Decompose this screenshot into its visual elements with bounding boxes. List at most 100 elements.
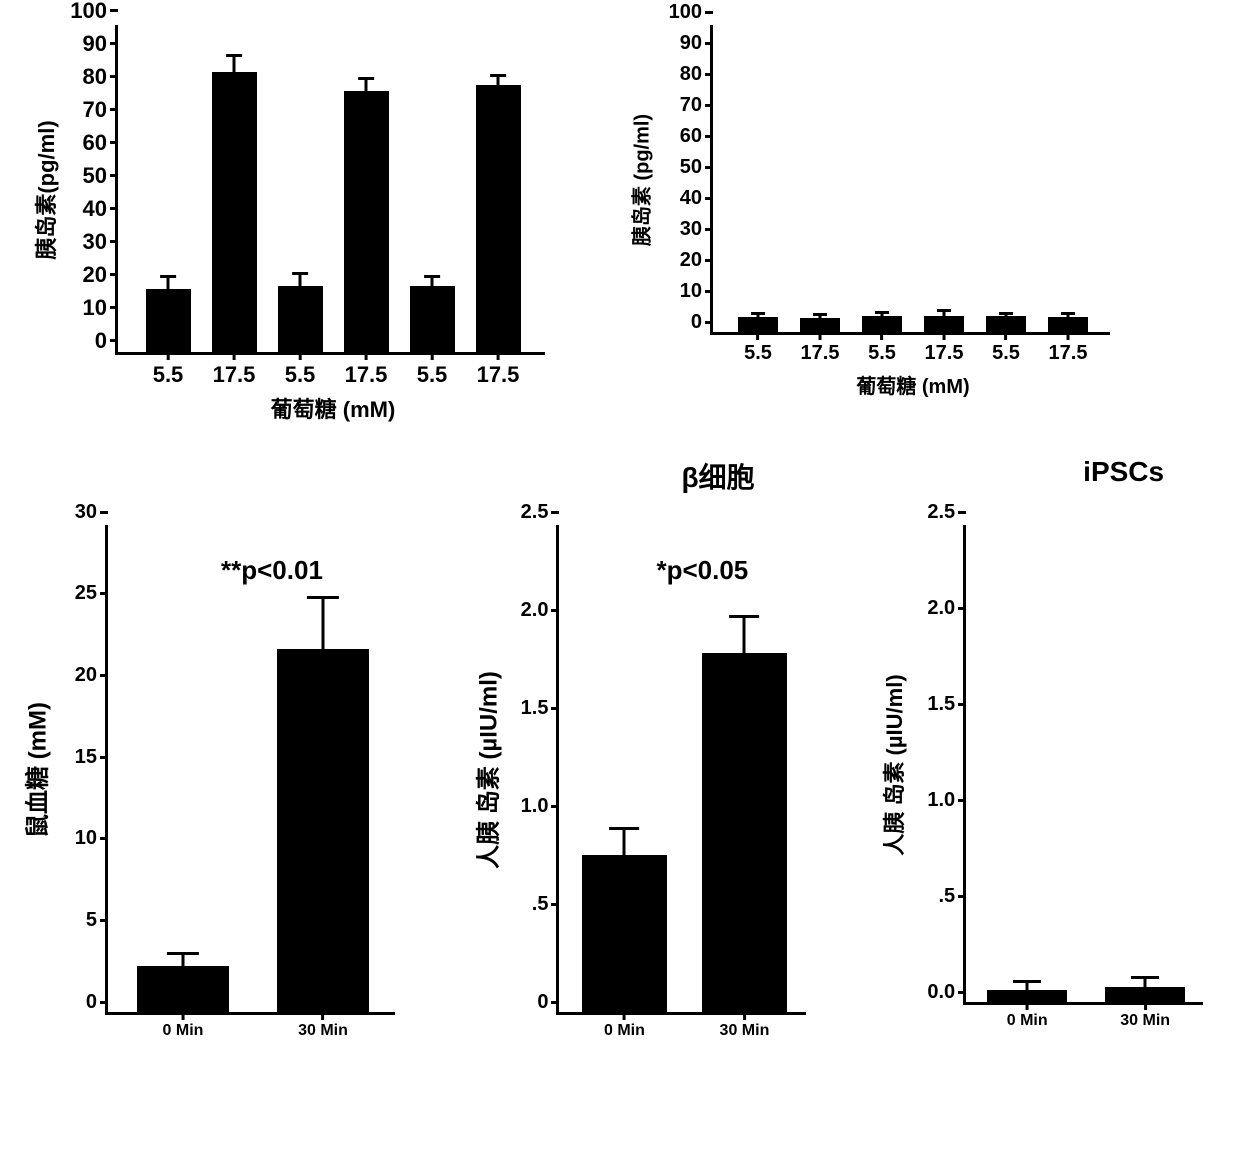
y-tick-label: 30 xyxy=(83,229,107,255)
y-tick: .5 xyxy=(532,893,560,916)
y-tick: 70 xyxy=(680,94,713,117)
y-tick: .5 xyxy=(938,885,966,908)
y-tick: 90 xyxy=(83,31,118,57)
x-tick-label: 17.5 xyxy=(213,362,256,388)
y-tick: 10 xyxy=(680,280,713,303)
y-tick: 70 xyxy=(83,97,118,123)
y-tick: 2.0 xyxy=(927,597,966,620)
y-tick-label: 50 xyxy=(83,163,107,189)
y-tick: 2.5 xyxy=(521,501,560,524)
y-tick: 30 xyxy=(75,501,108,524)
bar xyxy=(702,653,787,1012)
y-tick-label: 10 xyxy=(75,827,97,850)
plot-area: 01020304050607080901005.517.55.517.55.51… xyxy=(710,25,1110,335)
y-tick: 5 xyxy=(86,909,108,932)
x-tick-label: 5.5 xyxy=(153,362,184,388)
chart-title: iPSCs xyxy=(1083,456,1164,488)
y-tick-label: 40 xyxy=(680,187,702,210)
bar xyxy=(137,966,229,1012)
y-tick: 80 xyxy=(83,64,118,90)
x-tick: 5.5 xyxy=(153,352,184,388)
plot-area: 01020304050607080901005.517.55.517.55.51… xyxy=(115,25,545,355)
y-tick-label: 1.0 xyxy=(521,795,549,818)
chart-title: β细胞 xyxy=(681,456,754,496)
y-tick-label: 0.0 xyxy=(927,981,955,1004)
bar xyxy=(862,316,902,332)
bar xyxy=(410,286,455,352)
y-tick: 0 xyxy=(537,991,559,1014)
x-tick-label: 17.5 xyxy=(477,362,520,388)
y-tick-label: 100 xyxy=(669,1,702,24)
y-tick-label: 10 xyxy=(680,280,702,303)
bar xyxy=(1105,987,1185,1002)
y-tick: 80 xyxy=(680,63,713,86)
chart-insulin-glucose-high: 01020304050607080901005.517.55.517.55.51… xyxy=(20,20,580,450)
y-tick-label: 2.5 xyxy=(927,501,955,524)
bar xyxy=(146,289,191,352)
y-tick-label: 2.5 xyxy=(521,501,549,524)
x-tick-label: 0 Min xyxy=(1007,1012,1048,1030)
x-tick: 0 Min xyxy=(163,1012,204,1040)
y-tick: 20 xyxy=(83,262,118,288)
row-bottom: **p<0.010510152025300 Min30 Min鼠血糖 (mM) … xyxy=(20,490,1220,1070)
x-tick: 17.5 xyxy=(1049,332,1088,365)
y-tick-label: 1.5 xyxy=(927,693,955,716)
bar xyxy=(986,316,1026,332)
x-tick-label: 30 Min xyxy=(720,1022,770,1040)
y-tick: 10 xyxy=(83,295,118,321)
x-tick: 17.5 xyxy=(925,332,964,365)
y-tick-label: 0 xyxy=(95,328,107,354)
x-tick-label: 30 Min xyxy=(1120,1012,1170,1030)
y-tick-label: 1.0 xyxy=(927,789,955,812)
y-tick-label: 80 xyxy=(680,63,702,86)
x-tick-label: 5.5 xyxy=(868,342,896,365)
y-tick-label: 25 xyxy=(75,582,97,605)
y-tick: 15 xyxy=(75,746,108,769)
y-tick-label: 60 xyxy=(680,125,702,148)
y-tick: 40 xyxy=(83,196,118,222)
y-tick-label: 90 xyxy=(83,31,107,57)
y-tick: 20 xyxy=(680,249,713,272)
chart-human-insulin-ipsc: iPSCs0.0.51.01.52.02.50 Min30 Min人胰 岛素 (… xyxy=(863,490,1220,1060)
y-tick-label: 0 xyxy=(537,991,548,1014)
chart-mouse-glucose: **p<0.010510152025300 Min30 Min鼠血糖 (mM) xyxy=(20,490,416,1070)
y-tick: 100 xyxy=(70,0,118,24)
y-tick: 50 xyxy=(680,156,713,179)
y-tick-label: 80 xyxy=(83,64,107,90)
y-tick-label: .5 xyxy=(938,885,955,908)
x-tick: 30 Min xyxy=(720,1012,770,1040)
y-tick: 1.0 xyxy=(521,795,560,818)
plot-area: 0.51.01.52.02.50 Min30 Min xyxy=(556,525,806,1015)
y-tick: 0 xyxy=(95,328,118,354)
chart-insulin-glucose-low: 01020304050607080901005.517.55.517.55.51… xyxy=(620,20,1140,430)
y-tick: 0 xyxy=(86,991,108,1014)
plot-area: 0510152025300 Min30 Min xyxy=(105,525,395,1015)
x-tick-label: 0 Min xyxy=(604,1022,645,1040)
x-tick: 0 Min xyxy=(1007,1002,1048,1030)
y-tick-label: 15 xyxy=(75,746,97,769)
y-axis-label: 人胰 岛素 (µIU/ml) xyxy=(469,671,504,869)
x-tick-label: 17.5 xyxy=(925,342,964,365)
y-tick: 1.5 xyxy=(927,693,966,716)
bar xyxy=(212,72,257,353)
y-tick: 2.0 xyxy=(521,599,560,622)
y-tick-label: 0 xyxy=(86,991,97,1014)
bar xyxy=(738,317,778,333)
y-tick-label: 60 xyxy=(83,130,107,156)
y-axis-label: 鼠血糖 (mM) xyxy=(18,702,53,838)
y-tick-label: 2.0 xyxy=(521,599,549,622)
y-axis-label: 胰岛素 (pg/ml) xyxy=(626,114,655,246)
y-tick: 60 xyxy=(680,125,713,148)
x-tick: 17.5 xyxy=(801,332,840,365)
x-tick: 30 Min xyxy=(298,1012,348,1040)
x-tick-label: 0 Min xyxy=(163,1022,204,1040)
x-tick: 0 Min xyxy=(604,1012,645,1040)
y-axis-label: 人胰 岛素 (µIU/ml) xyxy=(877,674,909,855)
x-tick: 5.5 xyxy=(992,332,1020,365)
y-tick-label: 100 xyxy=(70,0,107,24)
chart-human-insulin-beta: β细胞*p<0.050.51.01.52.02.50 Min30 Min人胰 岛… xyxy=(456,490,823,1070)
y-tick-label: 2.0 xyxy=(927,597,955,620)
bar xyxy=(924,316,964,332)
y-tick: 30 xyxy=(83,229,118,255)
bar xyxy=(278,286,323,352)
